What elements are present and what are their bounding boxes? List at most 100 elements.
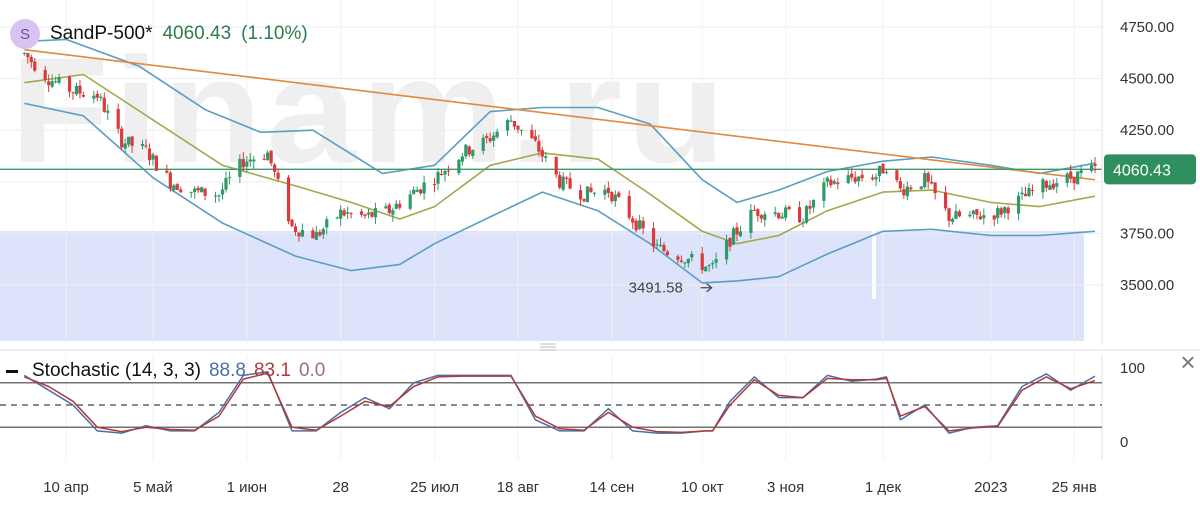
x-tick-label: 1 июн bbox=[227, 479, 267, 496]
symbol-name[interactable]: SandP-500* bbox=[50, 23, 153, 44]
candle-body bbox=[248, 159, 252, 162]
candle-body bbox=[651, 228, 656, 247]
candle-body bbox=[300, 229, 305, 237]
stochastic-d-value: 83.1 bbox=[253, 360, 291, 381]
change-percent: (1.10%) bbox=[241, 23, 308, 44]
candle-body bbox=[954, 211, 958, 219]
volume-layer bbox=[0, 231, 1084, 341]
candle-body bbox=[419, 189, 423, 194]
candle-body bbox=[808, 206, 812, 209]
candle-body bbox=[47, 81, 51, 86]
candle-body bbox=[971, 210, 975, 215]
candle-body bbox=[968, 214, 972, 217]
candle-body bbox=[895, 170, 899, 181]
candle-body bbox=[836, 182, 840, 185]
candle-body bbox=[711, 263, 715, 265]
candle-body bbox=[1076, 171, 1080, 185]
candle-body bbox=[54, 81, 58, 83]
candle-body bbox=[829, 179, 833, 186]
candle-body bbox=[29, 56, 33, 63]
candle-body bbox=[266, 152, 270, 161]
x-tick-label: 1 дек bbox=[865, 479, 902, 496]
candle-body bbox=[335, 217, 339, 219]
candle-body bbox=[22, 52, 26, 54]
candle-body bbox=[857, 176, 861, 182]
candle-body bbox=[752, 209, 756, 211]
candle-body bbox=[492, 135, 496, 141]
candle-body bbox=[1079, 170, 1083, 173]
stochastic-d-line bbox=[24, 372, 1096, 434]
candle-body bbox=[349, 213, 353, 215]
y-tick-label: 3500.00 bbox=[1120, 277, 1174, 294]
candle-body bbox=[346, 212, 350, 214]
candle-body bbox=[676, 256, 680, 260]
candle-body bbox=[71, 92, 75, 94]
candle-body bbox=[1048, 185, 1052, 190]
candle-body bbox=[443, 170, 447, 175]
candle-body bbox=[439, 173, 444, 176]
x-tick-label: 28 bbox=[332, 479, 349, 496]
candle-body bbox=[224, 178, 228, 190]
candle-body bbox=[565, 177, 569, 179]
candle-body bbox=[412, 189, 416, 195]
candle-body bbox=[446, 170, 451, 172]
candle-body bbox=[311, 230, 315, 239]
candle-body bbox=[926, 173, 930, 182]
x-tick-label: 10 апр bbox=[43, 479, 89, 496]
candle-body bbox=[509, 120, 513, 122]
y-tick-label: 4250.00 bbox=[1120, 122, 1174, 139]
candle-body bbox=[318, 232, 322, 236]
candle-body bbox=[432, 183, 437, 186]
x-tick-label: 25 янв bbox=[1052, 479, 1097, 496]
candle-body bbox=[220, 189, 225, 195]
candle-body bbox=[172, 185, 176, 191]
candle-body bbox=[189, 191, 193, 193]
candle-body bbox=[763, 214, 767, 221]
candle-body bbox=[471, 150, 475, 157]
symbol-avatar[interactable]: S bbox=[10, 19, 40, 49]
candle-body bbox=[339, 209, 343, 219]
minus-icon[interactable] bbox=[6, 369, 18, 373]
candle-body bbox=[909, 187, 913, 190]
volume-gap bbox=[872, 231, 876, 299]
candle-body bbox=[874, 176, 878, 180]
candle-body bbox=[165, 170, 169, 173]
candle-body bbox=[665, 251, 670, 255]
close-icon[interactable]: × bbox=[1180, 347, 1196, 377]
candle-body bbox=[1069, 171, 1073, 179]
candle-body bbox=[707, 265, 711, 267]
candle-body bbox=[679, 260, 683, 262]
candle-body bbox=[1089, 165, 1094, 171]
candle-body bbox=[245, 161, 249, 167]
candle-body bbox=[832, 181, 836, 184]
candle-body bbox=[853, 177, 857, 182]
candle-body bbox=[978, 216, 982, 220]
candle-body bbox=[999, 208, 1003, 215]
candle-body bbox=[92, 95, 96, 99]
candles-layer bbox=[22, 52, 1097, 274]
candle-body bbox=[700, 253, 704, 271]
candle-body bbox=[102, 97, 106, 112]
candle-body bbox=[822, 182, 826, 201]
candle-body bbox=[996, 208, 1000, 219]
candle-body bbox=[613, 194, 617, 202]
candle-body bbox=[898, 181, 902, 189]
candle-body bbox=[168, 172, 172, 189]
candle-body bbox=[1051, 183, 1055, 189]
candle-body bbox=[784, 207, 788, 218]
candle-body bbox=[151, 154, 155, 160]
candle-body bbox=[130, 136, 134, 146]
candle-body bbox=[481, 137, 485, 151]
candle-body bbox=[957, 211, 962, 217]
candle-body bbox=[804, 206, 809, 223]
candle-body bbox=[825, 177, 829, 182]
candle-body bbox=[200, 187, 204, 193]
candle-body bbox=[749, 209, 753, 233]
candle-body bbox=[457, 159, 461, 174]
trendline[interactable] bbox=[24, 48, 1096, 181]
candle-body bbox=[1065, 173, 1069, 183]
candle-body bbox=[773, 212, 777, 215]
candle-body bbox=[724, 239, 729, 260]
